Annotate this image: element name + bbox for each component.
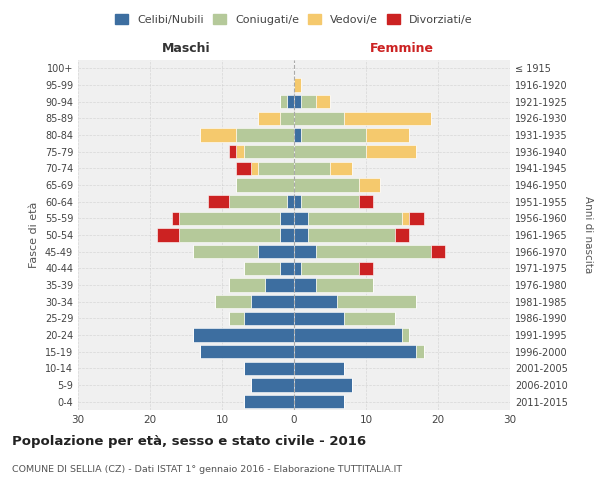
Bar (366, 128, 409, 141)
Bar (431, 245, 445, 258)
Bar (251, 295, 294, 308)
Bar (294, 362, 344, 375)
Bar (344, 112, 431, 125)
Bar (294, 228, 308, 241)
Bar (344, 312, 395, 325)
Bar (294, 278, 316, 291)
Bar (402, 212, 409, 225)
Bar (193, 328, 294, 342)
Bar (294, 378, 352, 392)
Bar (280, 95, 287, 108)
Bar (244, 395, 294, 408)
Bar (229, 312, 244, 325)
Bar (200, 345, 294, 358)
Bar (157, 228, 179, 241)
Legend: Celibi/Nubili, Coniugati/e, Vedovi/e, Divorziati/e: Celibi/Nubili, Coniugati/e, Vedovi/e, Di… (111, 10, 477, 29)
Bar (301, 262, 359, 275)
Bar (294, 178, 359, 192)
Bar (330, 162, 352, 175)
Bar (308, 228, 395, 241)
Bar (316, 245, 431, 258)
Bar (280, 212, 294, 225)
Bar (395, 228, 409, 241)
Text: Maschi: Maschi (161, 42, 211, 55)
Bar (251, 162, 258, 175)
Bar (236, 178, 294, 192)
Bar (294, 78, 301, 92)
Bar (280, 112, 294, 125)
Bar (215, 295, 251, 308)
Bar (366, 145, 416, 158)
Bar (193, 245, 258, 258)
Bar (229, 195, 287, 208)
Bar (294, 145, 366, 158)
Bar (200, 128, 236, 141)
Bar (258, 112, 280, 125)
Bar (265, 278, 294, 291)
Bar (294, 262, 301, 275)
Y-axis label: Fasce di età: Fasce di età (29, 202, 39, 268)
Bar (236, 145, 244, 158)
Text: Femmine: Femmine (370, 42, 434, 55)
Bar (258, 245, 294, 258)
Bar (244, 312, 294, 325)
Bar (402, 328, 409, 342)
Bar (280, 228, 294, 241)
Bar (316, 95, 330, 108)
Bar (287, 95, 294, 108)
Bar (294, 128, 301, 141)
Bar (316, 278, 373, 291)
Bar (301, 128, 366, 141)
Bar (244, 145, 294, 158)
Bar (251, 378, 294, 392)
Bar (294, 328, 402, 342)
Bar (172, 212, 179, 225)
Bar (308, 212, 402, 225)
Bar (179, 228, 280, 241)
Bar (359, 178, 380, 192)
Bar (236, 162, 251, 175)
Bar (179, 212, 280, 225)
Bar (280, 262, 294, 275)
Bar (294, 395, 344, 408)
Bar (294, 95, 301, 108)
Bar (301, 95, 316, 108)
Text: COMUNE DI SELLIA (CZ) - Dati ISTAT 1° gennaio 2016 - Elaborazione TUTTITALIA.IT: COMUNE DI SELLIA (CZ) - Dati ISTAT 1° ge… (12, 465, 402, 474)
Bar (208, 195, 229, 208)
Bar (294, 345, 416, 358)
Bar (294, 195, 301, 208)
Text: Anni di nascita: Anni di nascita (583, 196, 593, 274)
Bar (236, 128, 294, 141)
Bar (359, 195, 373, 208)
Bar (258, 162, 294, 175)
Bar (409, 212, 424, 225)
Bar (294, 312, 344, 325)
Bar (244, 262, 280, 275)
Bar (287, 195, 294, 208)
Bar (294, 295, 337, 308)
Bar (294, 162, 330, 175)
Bar (229, 278, 265, 291)
Bar (359, 262, 373, 275)
Bar (416, 345, 424, 358)
Bar (301, 195, 359, 208)
Bar (294, 212, 308, 225)
Bar (244, 362, 294, 375)
Bar (294, 112, 344, 125)
Text: Popolazione per età, sesso e stato civile - 2016: Popolazione per età, sesso e stato civil… (12, 435, 366, 448)
Bar (229, 145, 236, 158)
Bar (294, 245, 316, 258)
Bar (337, 295, 416, 308)
